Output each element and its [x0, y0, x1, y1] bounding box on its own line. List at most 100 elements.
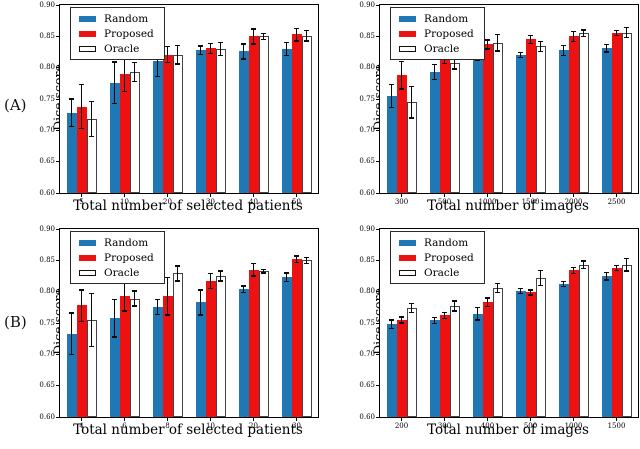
error-bar-cap-top [485, 39, 490, 41]
y-tick-mark [376, 353, 380, 355]
bar-proposed [396, 75, 407, 193]
error-bar-cap-bottom [251, 275, 256, 277]
panel-a-images: Dice score 0.60 0.65 0.70 0.75 0.80 0.85 0.90 3… [350, 0, 640, 224]
legend: Random Proposed Oracle [70, 7, 165, 60]
bar-proposed [162, 296, 173, 417]
error-bar [410, 86, 413, 118]
error-bar-cap-top [165, 45, 170, 48]
x-tick-mark [444, 193, 445, 197]
y-tick-mark [56, 161, 60, 163]
error-bar-cap-bottom [89, 345, 94, 347]
x-tick-mark [296, 417, 297, 421]
y-tick-mark [376, 416, 380, 418]
bar-proposed [482, 44, 493, 193]
legend-label: Random [104, 236, 149, 249]
error-bar-cap-bottom [112, 102, 117, 105]
legend: Random Proposed Oracle [70, 231, 165, 284]
error-bar-cap-top [475, 306, 480, 309]
error-bar-cap-top [198, 289, 203, 291]
error-bar-cap-bottom [571, 40, 576, 43]
y-tick-label: 0.75 [39, 94, 55, 103]
y-tick-label: 0.65 [39, 381, 55, 390]
bar-random [109, 82, 120, 193]
error-bar-cap-bottom [79, 320, 84, 322]
error-bar-cap-top [218, 270, 223, 272]
x-axis-label: Total number of images [427, 422, 589, 438]
plot-area-b-images: 0.60 0.65 0.70 0.75 0.80 0.85 0.90 200 300 400 500… [359, 225, 639, 430]
error-bar-cap-bottom [409, 117, 414, 119]
error-bar [176, 45, 179, 64]
error-bar [156, 299, 159, 315]
error-bar [305, 257, 308, 264]
x-tick-label: 400 [480, 422, 495, 430]
x-tick-label: 8 [165, 422, 170, 430]
error-bar [262, 33, 265, 40]
x-tick-label: 300 [437, 422, 452, 430]
error-bar-cap-bottom [399, 88, 404, 90]
legend-item-proposed: Proposed [399, 27, 474, 40]
x-tick-mark [444, 417, 445, 421]
x-tick-mark [81, 417, 82, 421]
error-bar [453, 56, 456, 69]
bar-oracle [406, 307, 417, 417]
legend-item-oracle: Oracle [79, 266, 154, 279]
error-bar-cap-top [69, 312, 74, 314]
bar-random [66, 333, 77, 417]
error-bar [529, 289, 532, 295]
bar-oracle [215, 276, 226, 417]
y-tick-label: 0.85 [359, 31, 375, 40]
error-bar [219, 270, 222, 281]
error-bar-cap-bottom [218, 280, 223, 282]
error-bar-cap-bottom [581, 35, 586, 38]
error-bar-cap-bottom [528, 42, 533, 45]
x-tick-label: 300 [394, 198, 409, 206]
x-tick-mark [616, 193, 617, 197]
error-bar [615, 265, 618, 271]
y-tick-mark [376, 385, 380, 387]
error-bar-cap-bottom [261, 272, 266, 274]
error-bar-cap-bottom [304, 40, 309, 42]
x-tick-label: 1500 [607, 422, 626, 430]
legend-swatch-oracle [399, 269, 416, 276]
x-tick-mark [253, 417, 254, 421]
error-bar [90, 101, 93, 137]
x-tick-label: 2000 [564, 198, 583, 206]
x-tick-mark [530, 417, 531, 421]
x-tick-mark [210, 193, 211, 197]
x-tick-label: 40 [249, 198, 258, 206]
y-tick-label: 0.70 [39, 125, 55, 134]
legend-label: Proposed [424, 251, 474, 264]
error-bar [562, 45, 565, 56]
error-bar-cap-bottom [284, 281, 289, 283]
legend-swatch-proposed [79, 30, 96, 37]
error-bar-cap-top [304, 30, 309, 32]
legend-swatch-random [399, 239, 416, 246]
error-bar-cap-bottom [304, 262, 309, 265]
bar-random [66, 112, 77, 193]
bar-oracle [129, 72, 140, 193]
error-bar [433, 64, 436, 80]
figure-row-a: (A) Dice score 0.60 0.65 0.70 0.75 0.80 0.85 0… [0, 0, 640, 224]
error-bar-cap-top [79, 83, 84, 86]
error-bar-cap-bottom [538, 50, 543, 53]
legend-swatch-oracle [399, 45, 416, 52]
error-bar [70, 99, 73, 127]
bar-proposed [611, 267, 622, 417]
bar-proposed [205, 281, 216, 417]
error-bar-cap-bottom [452, 68, 457, 70]
error-bar-cap-top [571, 266, 576, 269]
error-bar-cap-bottom [399, 322, 404, 324]
error-bar [133, 291, 136, 307]
x-tick-label: 30 [206, 198, 215, 206]
error-bar [80, 84, 83, 129]
error-bar [410, 303, 413, 313]
error-bar-cap-bottom [241, 291, 246, 294]
error-bar-cap-top [218, 42, 223, 44]
legend-item-random: Random [79, 236, 154, 249]
y-tick-label: 0.90 [359, 0, 375, 9]
error-bar-cap-top [485, 297, 490, 299]
error-bar-cap-top [604, 43, 609, 46]
error-bar [625, 258, 628, 271]
error-bar-cap-bottom [538, 284, 543, 287]
bar-oracle [449, 306, 460, 417]
